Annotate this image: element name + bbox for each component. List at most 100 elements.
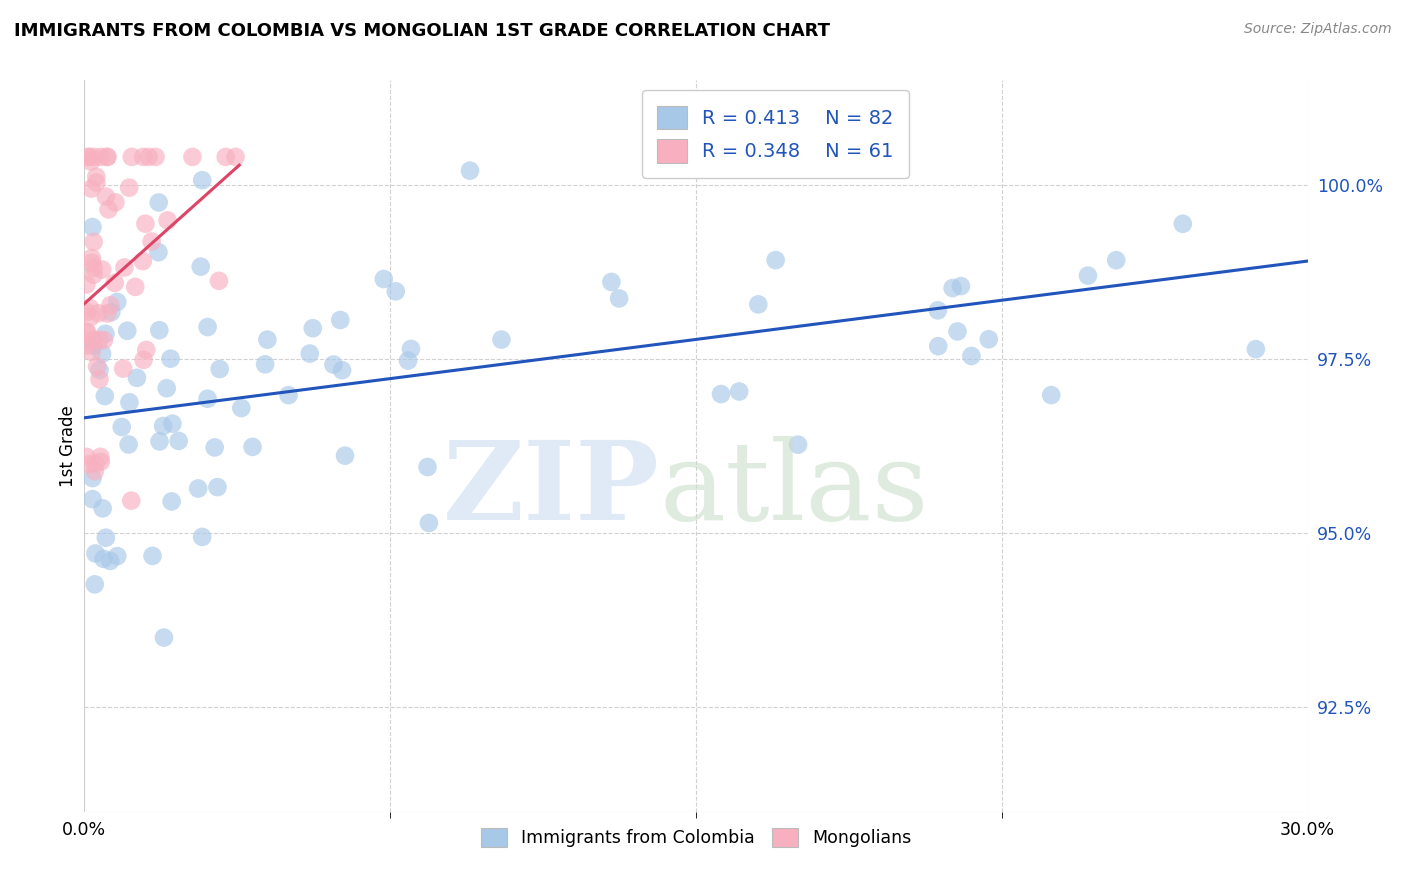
Point xyxy=(191,530,214,544)
Point xyxy=(83,235,105,249)
Point xyxy=(197,392,219,406)
Point xyxy=(80,345,103,359)
Point xyxy=(145,150,167,164)
Point xyxy=(416,460,439,475)
Point xyxy=(254,357,277,371)
Point xyxy=(91,347,114,361)
Point xyxy=(329,313,352,327)
Point xyxy=(89,372,111,386)
Point xyxy=(76,305,98,319)
Point xyxy=(76,326,98,340)
Point xyxy=(79,150,101,164)
Point xyxy=(141,235,163,249)
Point xyxy=(89,333,111,347)
Point xyxy=(1077,268,1099,283)
Point xyxy=(132,150,155,164)
Point xyxy=(190,260,212,274)
Point xyxy=(76,450,98,464)
Point xyxy=(333,449,356,463)
Point xyxy=(80,255,103,269)
Point xyxy=(231,401,253,415)
Point xyxy=(105,549,128,563)
Point xyxy=(96,306,118,320)
Point xyxy=(977,332,1000,346)
Point xyxy=(148,245,170,260)
Point xyxy=(167,434,190,448)
Point xyxy=(418,516,440,530)
Point xyxy=(104,276,127,290)
Point xyxy=(114,260,136,275)
Point xyxy=(1105,253,1128,268)
Point xyxy=(1244,342,1267,356)
Point xyxy=(1171,217,1194,231)
Point xyxy=(83,577,105,591)
Point xyxy=(80,181,103,195)
Point xyxy=(765,253,787,268)
Point xyxy=(197,320,219,334)
Text: IMMIGRANTS FROM COLOMBIA VS MONGOLIAN 1ST GRADE CORRELATION CHART: IMMIGRANTS FROM COLOMBIA VS MONGOLIAN 1S… xyxy=(14,22,830,40)
Point xyxy=(117,324,139,338)
Point xyxy=(94,389,117,403)
Point xyxy=(105,294,128,309)
Point xyxy=(132,352,155,367)
Point xyxy=(927,339,949,353)
Point xyxy=(927,303,949,318)
Text: atlas: atlas xyxy=(659,436,929,543)
Point xyxy=(298,346,321,360)
Point xyxy=(1040,388,1063,402)
Point xyxy=(82,471,104,485)
Point xyxy=(148,195,170,210)
Point xyxy=(124,280,146,294)
Point xyxy=(98,554,121,568)
Point xyxy=(86,176,108,190)
Point xyxy=(148,434,170,449)
Point xyxy=(83,268,105,282)
Point xyxy=(118,395,141,409)
Point xyxy=(94,326,117,341)
Point xyxy=(728,384,751,399)
Point xyxy=(152,419,174,434)
Point xyxy=(96,150,118,164)
Point xyxy=(747,297,769,311)
Point xyxy=(160,494,183,508)
Point xyxy=(75,339,97,353)
Point xyxy=(187,482,209,496)
Point xyxy=(301,321,323,335)
Point xyxy=(396,353,419,368)
Point xyxy=(215,150,238,164)
Point xyxy=(600,275,623,289)
Point xyxy=(135,343,157,357)
Point xyxy=(90,150,112,164)
Point xyxy=(91,262,114,277)
Text: ZIP: ZIP xyxy=(443,436,659,543)
Point xyxy=(156,213,179,227)
Point xyxy=(256,333,278,347)
Point xyxy=(156,381,179,395)
Point xyxy=(84,546,107,560)
Point xyxy=(125,371,148,385)
Point xyxy=(89,450,111,464)
Point xyxy=(82,492,104,507)
Point xyxy=(87,306,110,320)
Point xyxy=(458,163,481,178)
Point xyxy=(75,277,97,292)
Point xyxy=(207,480,229,494)
Point xyxy=(84,169,107,184)
Point xyxy=(491,333,513,347)
Point xyxy=(960,349,983,363)
Legend: Immigrants from Colombia, Mongolians: Immigrants from Colombia, Mongolians xyxy=(474,821,918,855)
Point xyxy=(97,202,120,217)
Text: Source: ZipAtlas.com: Source: ZipAtlas.com xyxy=(1244,22,1392,37)
Point xyxy=(80,154,103,169)
Point xyxy=(117,437,139,451)
Point xyxy=(80,251,103,265)
Point xyxy=(112,361,135,376)
Point xyxy=(159,351,181,366)
Point xyxy=(79,457,101,471)
Point xyxy=(153,631,176,645)
Point xyxy=(242,440,264,454)
Point xyxy=(82,339,104,353)
Point xyxy=(75,325,97,339)
Point xyxy=(607,292,630,306)
Point xyxy=(710,387,733,401)
